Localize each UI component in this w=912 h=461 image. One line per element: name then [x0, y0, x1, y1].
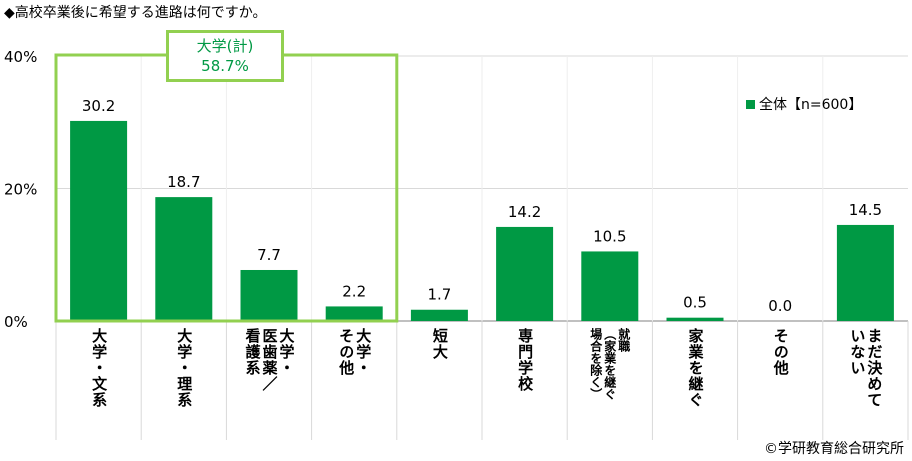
category-label: 大学・ 医歯薬／ 看護系	[243, 328, 296, 392]
bar-value-label: 18.7	[167, 173, 200, 191]
bar	[325, 306, 383, 321]
y-tick-label: 0%	[4, 313, 28, 331]
category-label: 大学・理系	[175, 328, 194, 408]
bar	[496, 226, 554, 321]
bar-value-label: 10.5	[593, 227, 626, 245]
bar	[240, 269, 298, 321]
bar-value-label: 14.2	[508, 203, 541, 221]
category-label: その他	[771, 328, 790, 376]
category-label: 大学・ その他	[337, 328, 373, 376]
bar	[155, 197, 213, 321]
bar	[581, 251, 639, 321]
y-axis-ticks: 0% 20% 40%	[4, 48, 37, 331]
university-total-name: 大学(計)	[196, 37, 254, 55]
legend-label: 全体【n=600】	[759, 97, 863, 113]
bar	[70, 120, 128, 321]
bar-value-label: 0.5	[683, 294, 707, 312]
bar-value-label: 0.0	[768, 297, 792, 315]
bar-value-label: 14.5	[849, 201, 882, 219]
bar-value-label: 7.7	[257, 246, 281, 264]
university-total-label: 大学(計) 58.7%	[166, 30, 284, 82]
category-label: 専門学校	[516, 328, 535, 392]
copyright: ©学研教育総合研究所	[764, 441, 904, 457]
legend: 全体【n=600】	[746, 94, 862, 114]
bars	[70, 120, 894, 321]
bar	[836, 224, 894, 321]
y-tick-label: 20%	[4, 181, 37, 199]
category-label: 大学・文系	[90, 328, 109, 408]
bar	[410, 309, 468, 321]
category-label: まだ決めて いない	[848, 328, 884, 408]
value-labels: 30.2 18.7 7.7 2.2 1.7 14.2 10.5 0.5 0.0 14.5	[82, 97, 882, 315]
university-total-value: 58.7%	[201, 57, 249, 75]
bar	[666, 317, 724, 321]
chart-title: ◆高校卒業後に希望する進路は何ですか。	[4, 5, 267, 21]
category-label: 就職 （家業を継ぐ 場合を除く）	[588, 328, 631, 400]
category-label: 家業を継ぐ	[686, 328, 705, 408]
category-label: 短大	[430, 328, 449, 360]
bar-value-label: 2.2	[342, 282, 366, 300]
bar-value-label: 30.2	[82, 97, 115, 115]
y-tick-label: 40%	[4, 48, 37, 66]
legend-swatch	[746, 99, 755, 109]
bar-value-label: 1.7	[427, 286, 451, 304]
